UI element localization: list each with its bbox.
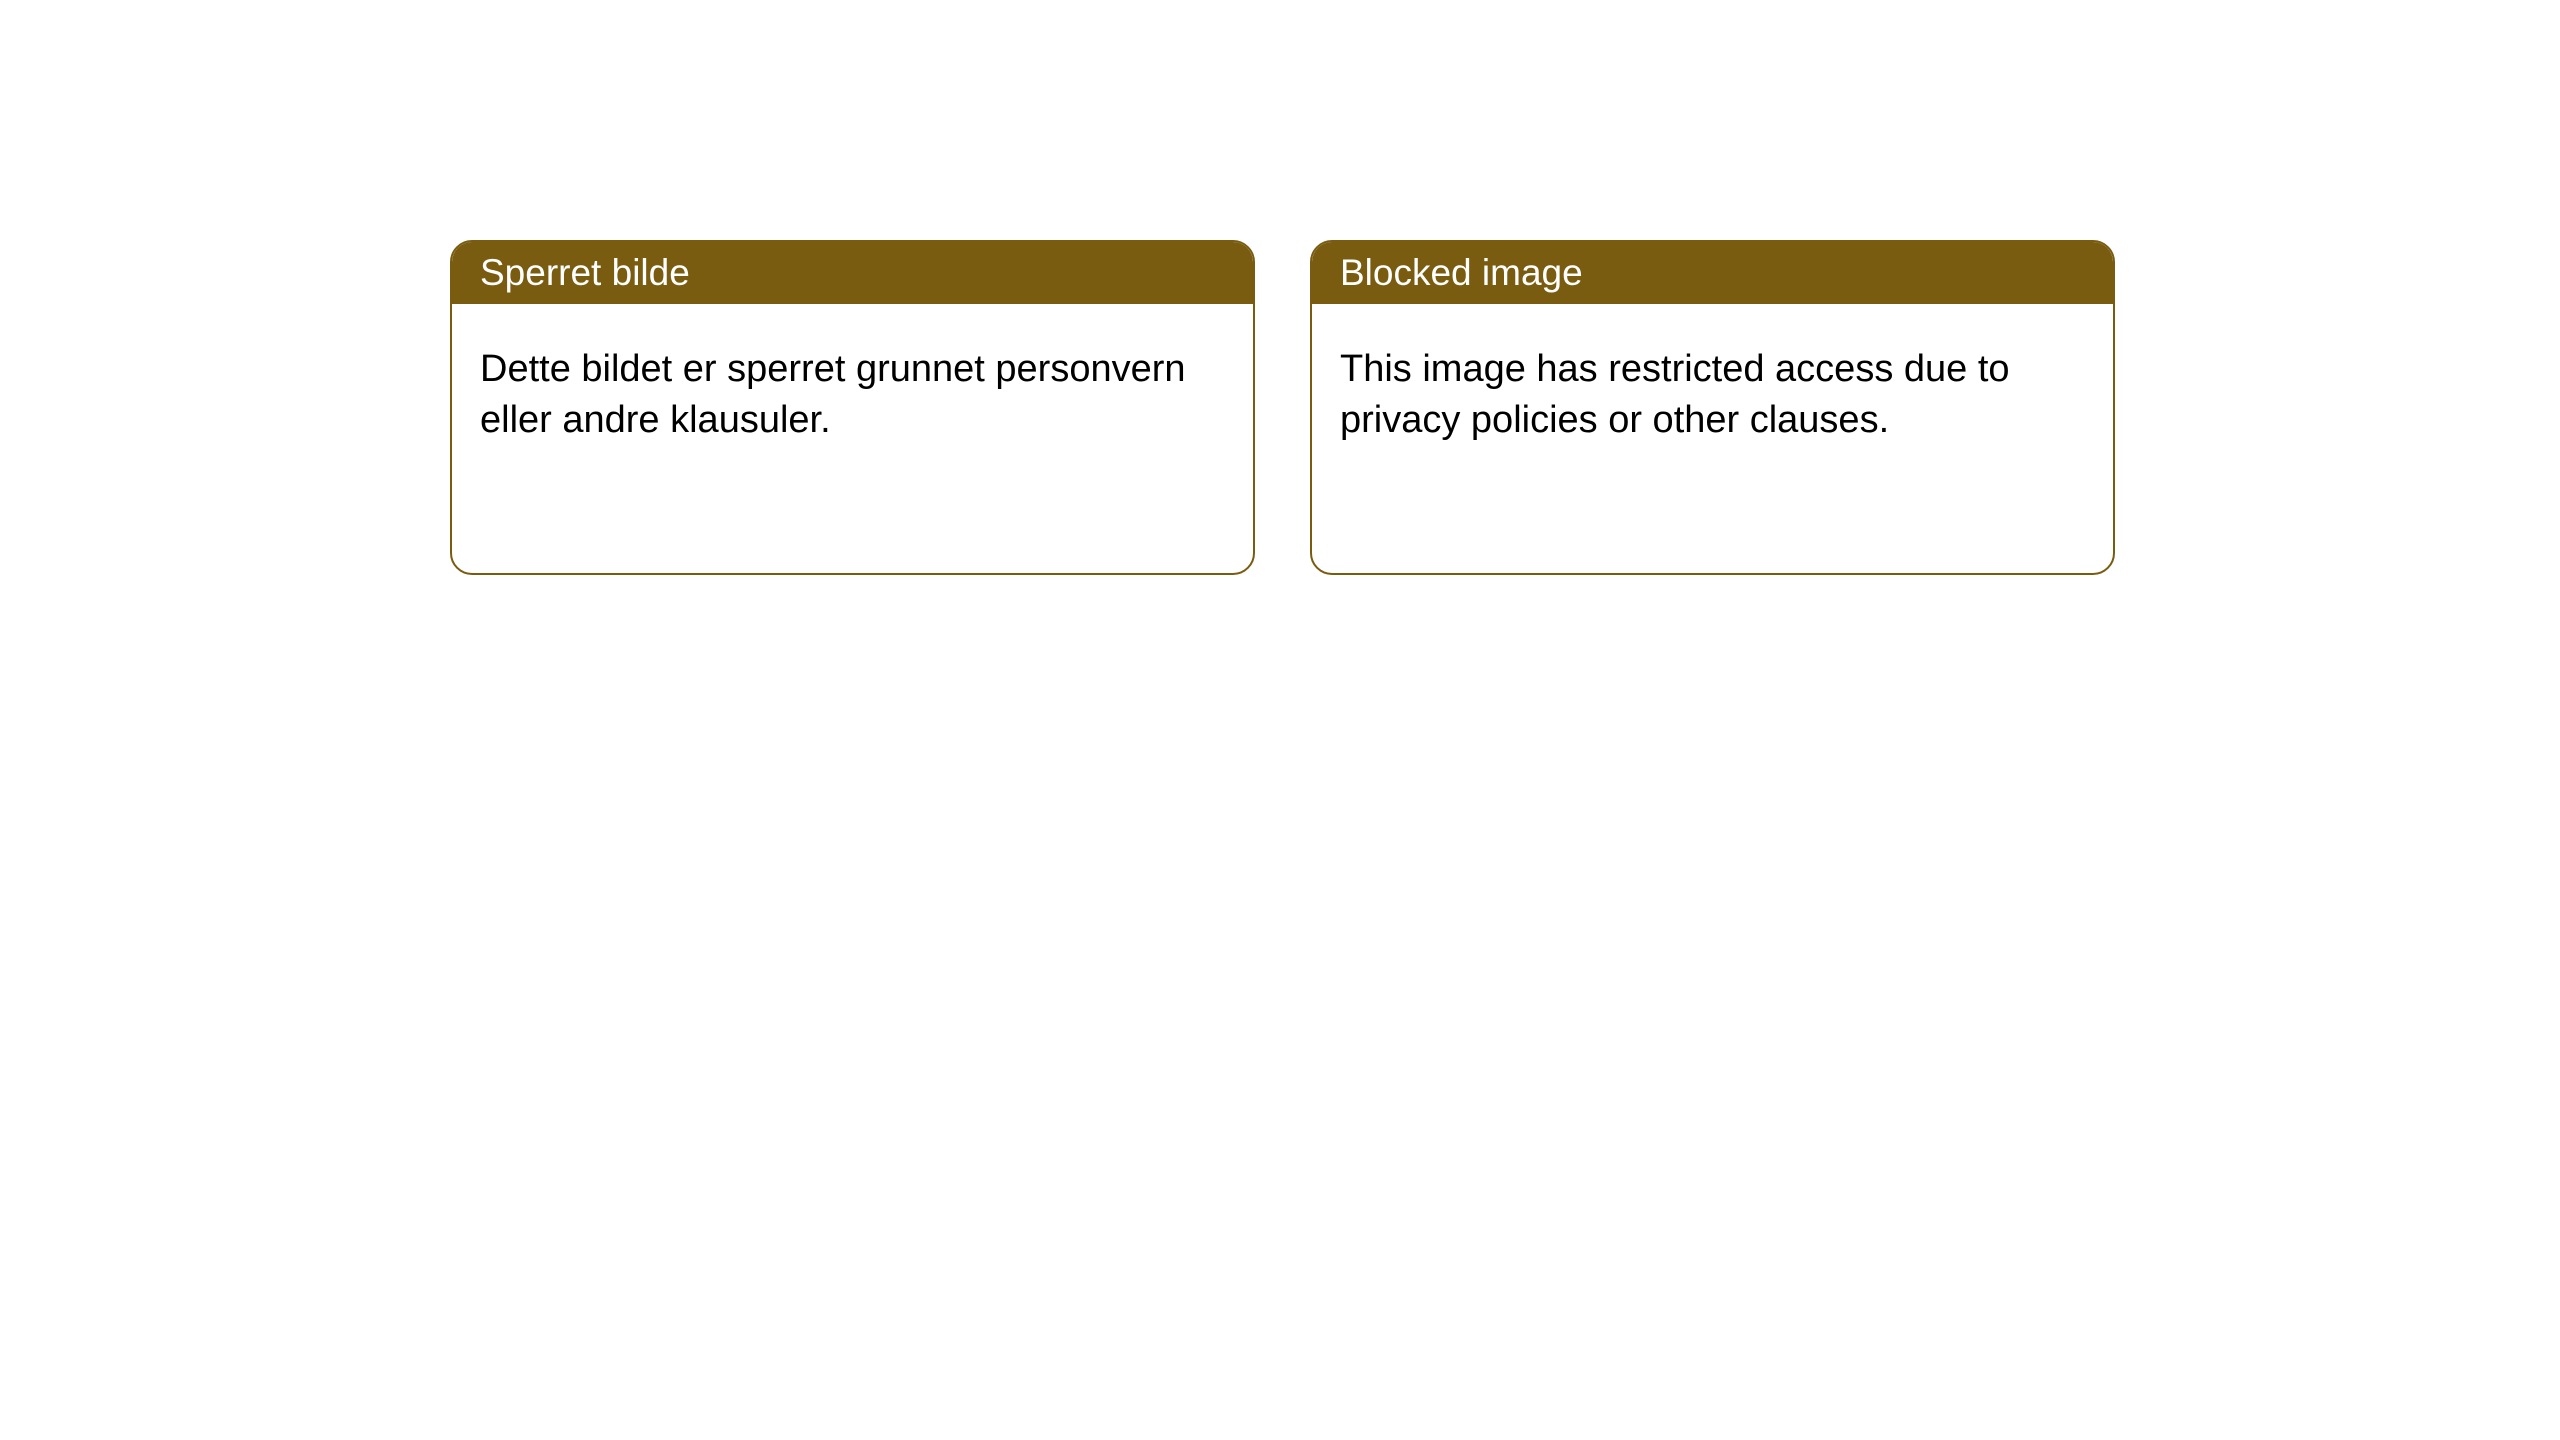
card-body-text: Dette bildet er sperret grunnet personve… — [480, 348, 1186, 441]
card-header: Sperret bilde — [452, 242, 1253, 304]
card-header: Blocked image — [1312, 242, 2113, 304]
card-body: Dette bildet er sperret grunnet personve… — [452, 304, 1253, 487]
blocked-image-card-norwegian: Sperret bilde Dette bildet er sperret gr… — [450, 240, 1255, 575]
notice-container: Sperret bilde Dette bildet er sperret gr… — [0, 0, 2560, 575]
card-body-text: This image has restricted access due to … — [1340, 348, 2010, 441]
card-title: Sperret bilde — [480, 252, 690, 293]
card-body: This image has restricted access due to … — [1312, 304, 2113, 487]
blocked-image-card-english: Blocked image This image has restricted … — [1310, 240, 2115, 575]
card-title: Blocked image — [1340, 252, 1583, 293]
